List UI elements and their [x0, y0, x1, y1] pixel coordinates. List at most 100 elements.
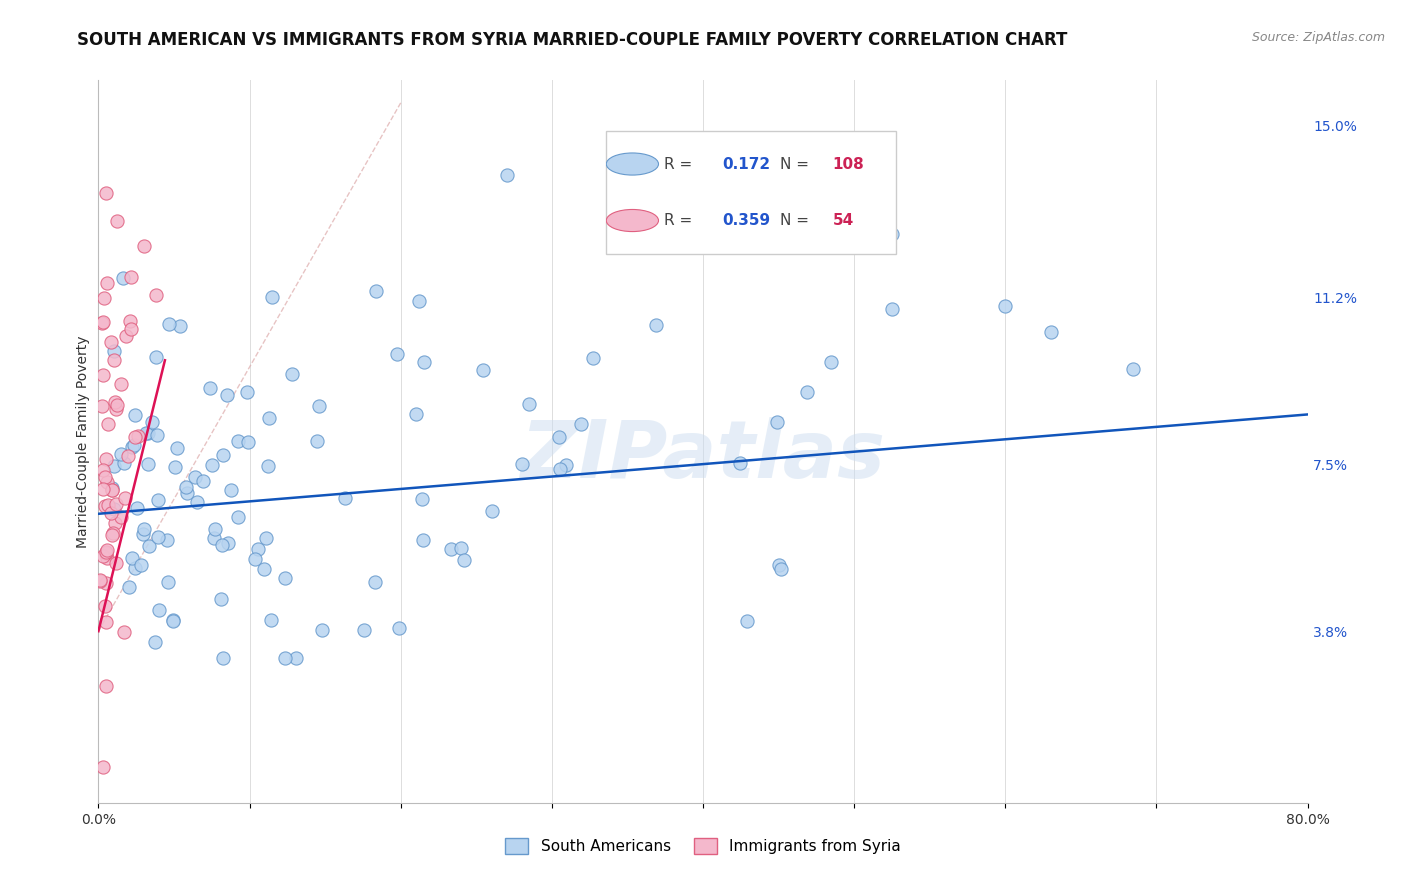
- Point: [93, 291, 115, 305]
- Point: [238, 434, 260, 449]
- Point: [201, 458, 224, 472]
- Point: [582, 351, 605, 365]
- Point: [209, 592, 232, 607]
- Point: [243, 552, 266, 566]
- Point: [103, 344, 125, 359]
- Point: [156, 533, 179, 548]
- Point: [1040, 326, 1063, 340]
- Point: [94, 544, 117, 558]
- Point: [284, 651, 307, 665]
- Point: [94, 599, 117, 614]
- Point: [387, 346, 409, 360]
- Point: [148, 603, 170, 617]
- Point: [91, 482, 114, 496]
- Point: [281, 367, 304, 381]
- Point: [453, 553, 475, 567]
- Point: [517, 397, 540, 411]
- Point: [554, 458, 576, 472]
- Point: [120, 314, 142, 328]
- Point: [91, 315, 114, 329]
- Point: [439, 541, 461, 556]
- Point: [495, 168, 517, 182]
- Point: [94, 499, 117, 513]
- Point: [91, 399, 114, 413]
- Point: [105, 213, 128, 227]
- Point: [211, 538, 233, 552]
- Point: [548, 430, 571, 444]
- Point: [145, 288, 167, 302]
- Point: [204, 522, 226, 536]
- Point: [211, 651, 233, 665]
- Point: [94, 186, 117, 201]
- Point: [226, 510, 249, 524]
- Point: [100, 481, 122, 495]
- Point: [728, 456, 751, 470]
- Point: [550, 462, 572, 476]
- Point: [273, 651, 295, 665]
- Point: [132, 527, 155, 541]
- Point: [91, 549, 114, 563]
- Point: [146, 530, 169, 544]
- Point: [200, 381, 222, 395]
- Point: [97, 498, 120, 512]
- Y-axis label: Married-Couple Family Poverty: Married-Couple Family Poverty: [76, 335, 90, 548]
- Point: [104, 402, 127, 417]
- Point: [127, 429, 149, 443]
- Point: [96, 615, 118, 629]
- Point: [262, 290, 284, 304]
- Point: [366, 284, 388, 298]
- Point: [450, 541, 472, 555]
- Point: [101, 483, 124, 497]
- Point: [176, 486, 198, 500]
- Point: [146, 428, 169, 442]
- Point: [124, 561, 146, 575]
- Point: [273, 571, 295, 585]
- Point: [101, 526, 124, 541]
- Point: [96, 277, 118, 291]
- Point: [880, 227, 903, 241]
- Point: [768, 558, 790, 573]
- Point: [408, 293, 430, 308]
- Point: [169, 318, 191, 333]
- Point: [105, 556, 128, 570]
- Point: [193, 474, 215, 488]
- Point: [114, 456, 136, 470]
- Point: [124, 408, 146, 422]
- Point: [136, 425, 159, 440]
- Point: [110, 447, 132, 461]
- Point: [132, 522, 155, 536]
- Point: [569, 417, 592, 432]
- Point: [994, 299, 1017, 313]
- Point: [253, 562, 276, 576]
- Point: [353, 623, 375, 637]
- Point: [96, 551, 118, 566]
- Point: [257, 410, 280, 425]
- Point: [217, 536, 239, 550]
- Point: [91, 760, 114, 774]
- Point: [146, 492, 169, 507]
- Point: [645, 318, 668, 333]
- Point: [122, 438, 145, 452]
- Point: [472, 363, 495, 377]
- Point: [254, 532, 277, 546]
- Point: [212, 448, 235, 462]
- Point: [118, 581, 141, 595]
- Point: [138, 539, 160, 553]
- Point: [186, 495, 208, 509]
- Point: [103, 458, 125, 473]
- Point: [125, 501, 148, 516]
- Point: [880, 301, 903, 316]
- Point: [136, 457, 159, 471]
- Point: [110, 376, 132, 391]
- Point: [388, 621, 411, 635]
- Point: [105, 398, 128, 412]
- Point: [104, 395, 127, 409]
- Point: [184, 469, 207, 483]
- Point: [114, 329, 136, 343]
- Point: [766, 415, 789, 429]
- Point: [174, 480, 197, 494]
- Point: [1122, 362, 1144, 376]
- Point: [166, 441, 188, 455]
- Point: [121, 550, 143, 565]
- Point: [204, 531, 226, 545]
